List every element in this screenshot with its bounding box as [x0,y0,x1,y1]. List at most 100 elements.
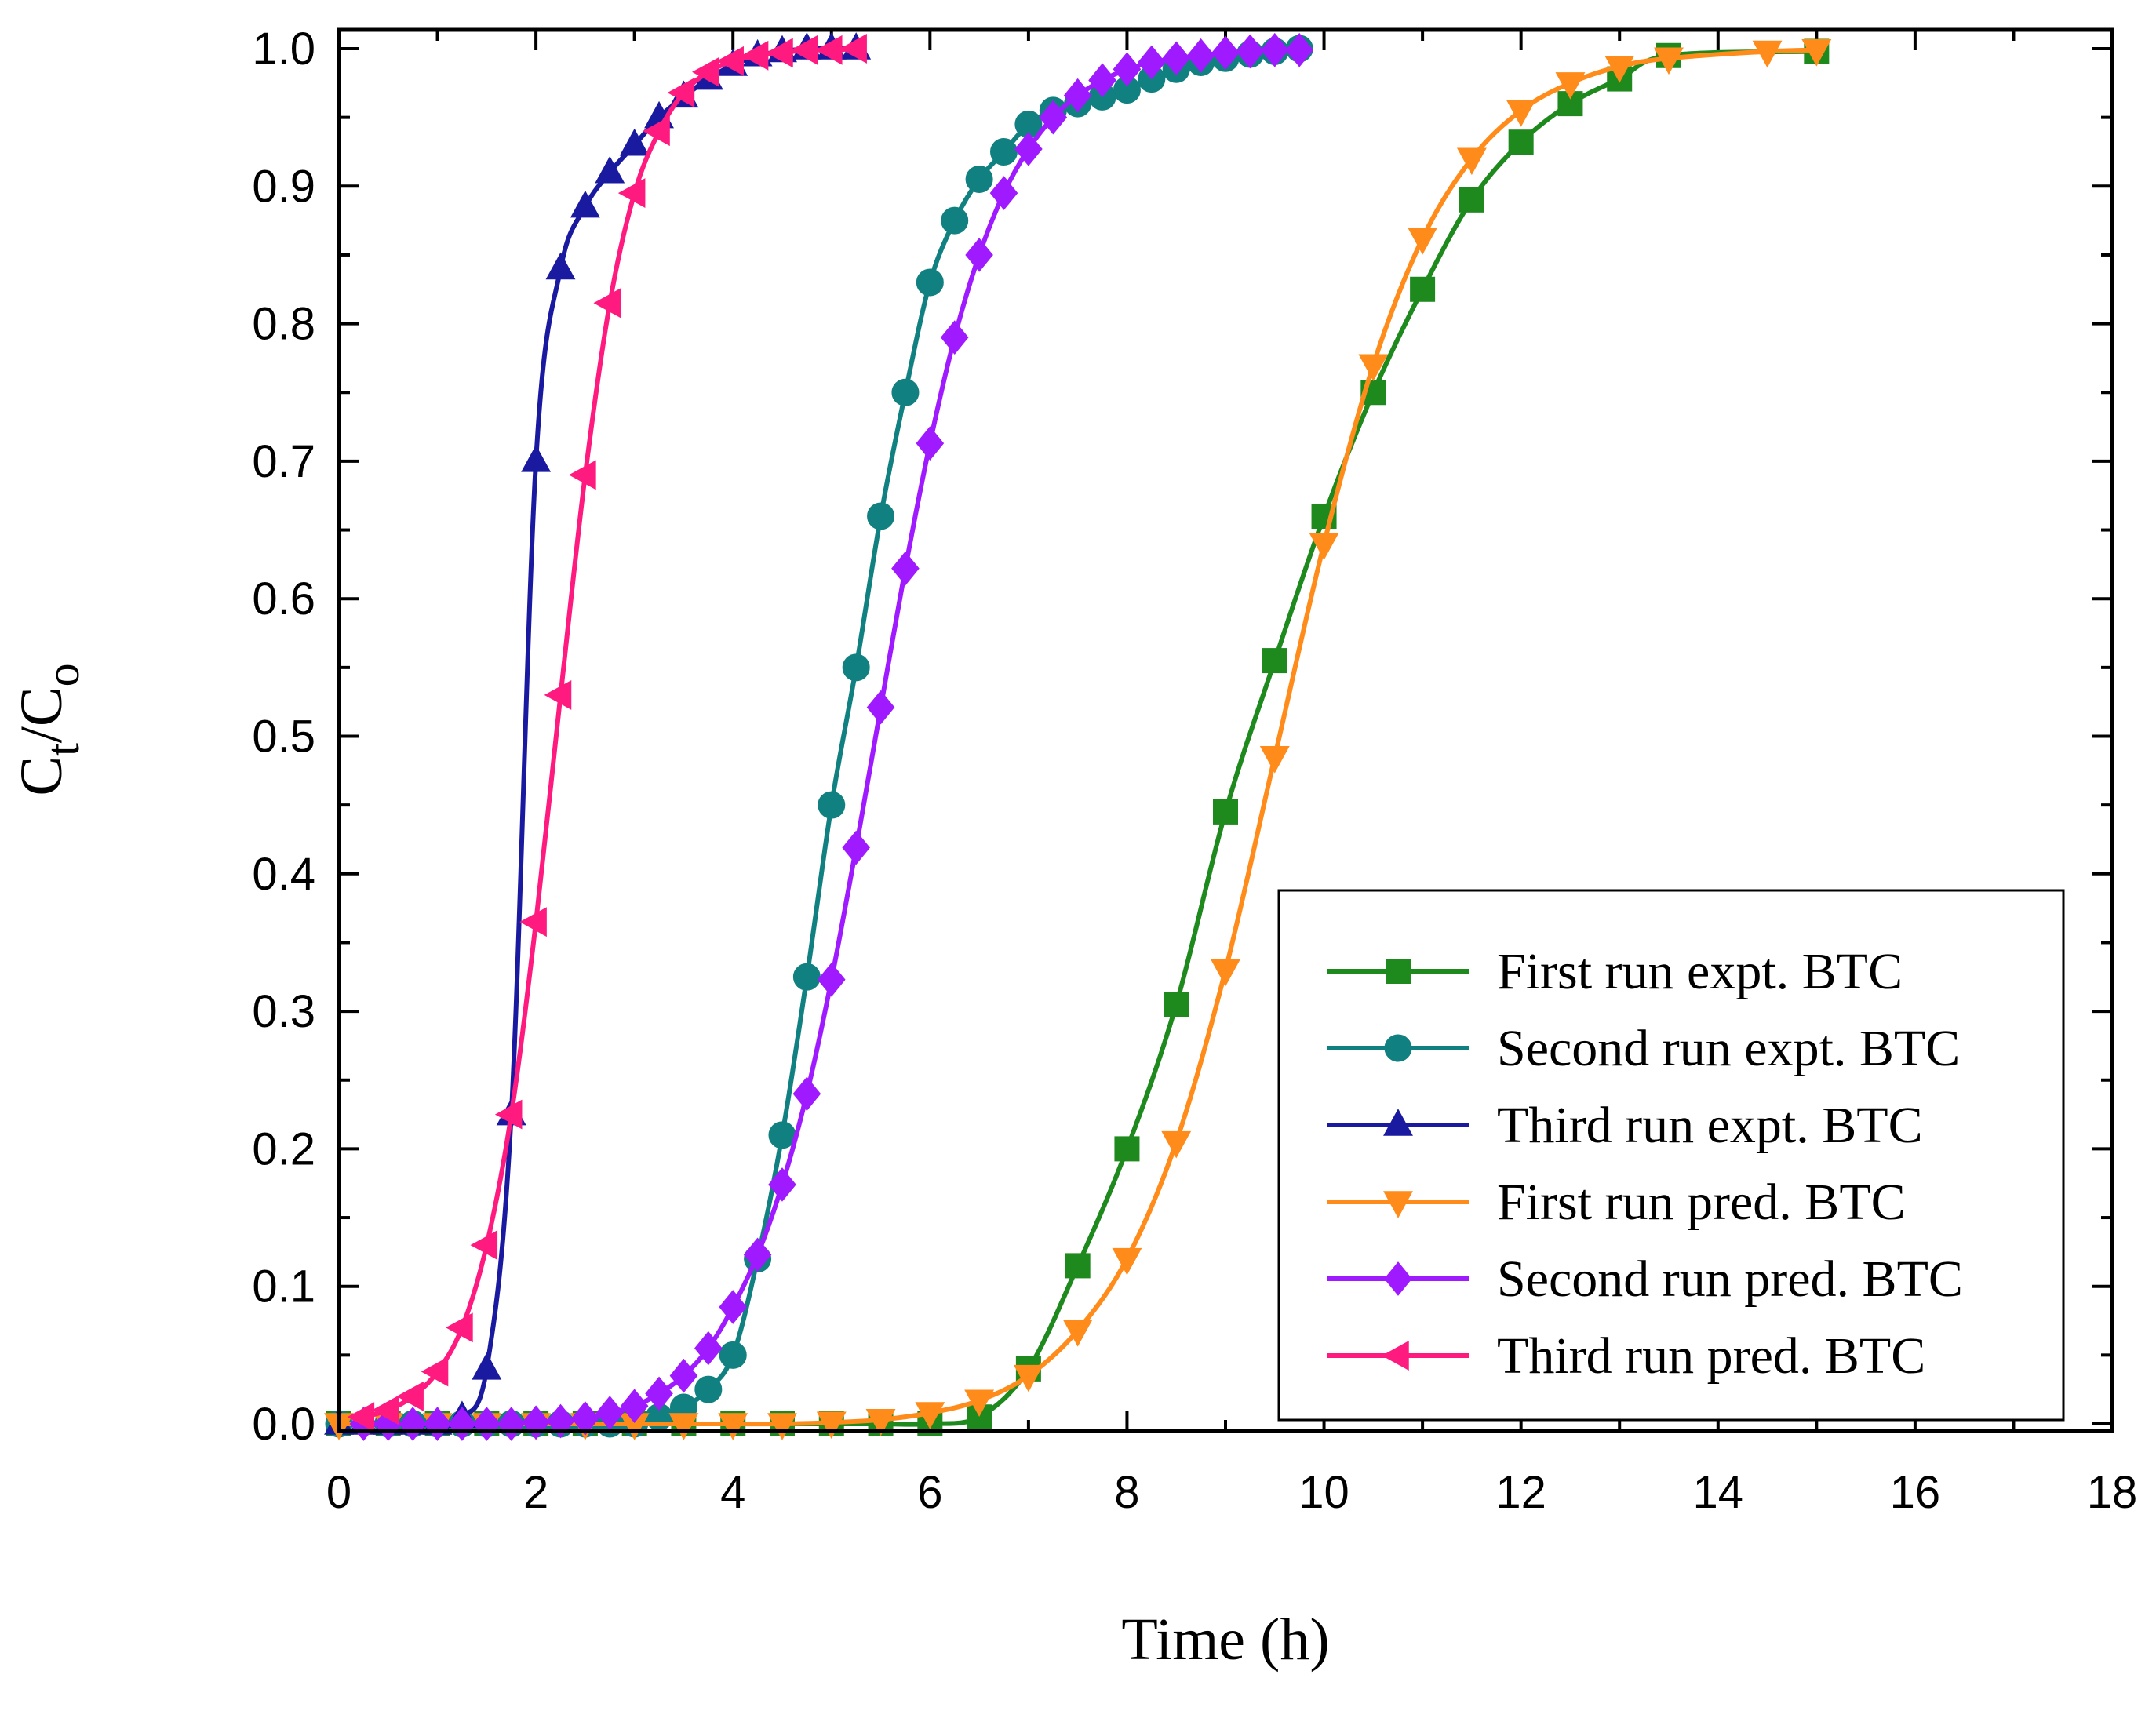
x-tick-label: 16 [1890,1467,1941,1518]
data-point [867,502,895,530]
data-point [891,378,920,406]
data-point [842,830,870,865]
x-tick-label: 12 [1495,1467,1546,1518]
data-point [595,155,625,184]
data-point [617,178,646,209]
y-axis-title-slash: /C [9,686,75,743]
data-point [719,1341,747,1369]
data-point [817,962,846,997]
y-tick-label: 0.4 [252,849,315,900]
data-point [1358,354,1389,382]
data-point [1211,35,1240,71]
data-point [741,40,769,71]
y-tick-label: 0.2 [252,1123,315,1174]
data-point [990,137,1018,166]
data-point [1555,72,1586,100]
data-point [470,1230,498,1261]
data-point [645,1376,673,1411]
data-point [1112,1247,1142,1276]
legend-label: Second run pred. BTC [1497,1250,1963,1308]
y-tick-label: 0.1 [252,1261,315,1312]
y-tick-label: 1.0 [252,24,315,75]
data-point [1013,1364,1043,1392]
data-point [571,1401,599,1436]
data-point [569,460,596,490]
legend-marker [1386,959,1411,984]
legend-item: Second run expt. BTC [1327,1020,1960,1077]
data-point [792,1076,821,1112]
legend-marker [1384,1261,1412,1296]
y-axis-title-main: C [9,756,75,796]
data-point [916,426,945,461]
data-point [839,34,867,64]
data-point [519,907,547,937]
data-point [668,1413,699,1440]
data-point [1062,1320,1093,1347]
series-5 [349,32,1313,1441]
data-point [545,252,576,280]
y-tick-label: 0.0 [252,1399,315,1450]
data-point [1236,34,1265,69]
data-point [965,238,993,272]
x-tick-label: 4 [720,1467,745,1518]
data-point [593,288,621,319]
data-point [619,128,650,156]
x-axis-title: Time (h) [1121,1607,1329,1673]
data-point [1213,799,1238,825]
data-point [1604,56,1635,83]
data-point [989,176,1018,210]
data-point [1260,32,1289,67]
legend-marker [1383,1191,1413,1218]
data-point [1309,533,1339,560]
data-point [1063,78,1092,113]
data-point [965,166,993,194]
data-point [1752,40,1783,68]
data-point [816,1411,847,1440]
data-point [768,1167,796,1202]
y-tick-label: 0.7 [252,436,315,487]
data-point [1508,129,1534,155]
x-tick-label: 14 [1693,1467,1744,1518]
legend: First run expt. BTC Second run expt. BTC T… [1277,889,2065,1422]
data-point [865,1408,896,1436]
data-point [472,1352,502,1380]
legend-label: Third run expt. BTC [1497,1097,1923,1154]
data-point [719,1290,748,1324]
data-point [694,1331,723,1366]
legend-label: Third run pred. BTC [1497,1327,1925,1385]
svg-text:Ct/Co: Ct/Co [9,663,89,795]
data-point [1456,147,1487,176]
data-point [916,268,944,297]
data-point [446,1312,473,1343]
data-point [643,116,670,147]
y-tick-labels: 0.0 0.1 0.2 0.3 0.4 0.5 0.6 0.7 0.8 0.9 1.0 [252,24,315,1450]
x-tick-labels: 0 2 4 6 8 10 12 14 16 18 [326,1467,2137,1518]
data-point [1161,1130,1192,1159]
legend-label: First run pred. BTC [1497,1174,1906,1231]
legend-marker [1382,1341,1409,1371]
y-tick-label: 0.8 [252,299,315,350]
plot-area-frame [337,27,2114,1433]
data-point [1506,100,1536,127]
data-point [1014,132,1043,166]
data-point [718,1413,748,1440]
data-point [1186,38,1215,73]
data-point [1138,45,1166,80]
data-point [694,1375,723,1403]
series-layer [324,32,1832,1441]
legend-label: First run expt. BTC [1497,943,1903,1000]
data-point [620,1389,649,1424]
x-tick-label: 0 [326,1467,351,1518]
data-point [716,46,744,76]
data-point [792,963,821,991]
data-point [1039,100,1068,135]
legend-marker [1384,1034,1412,1062]
data-point [692,56,719,87]
data-point [595,1396,625,1430]
data-point [1114,1136,1140,1162]
y-axis-title-sub1: t [37,743,89,756]
legend-item: Third run pred. BTC [1327,1327,1925,1385]
data-point [940,320,969,355]
data-point [767,1413,797,1440]
data-point [521,445,552,472]
